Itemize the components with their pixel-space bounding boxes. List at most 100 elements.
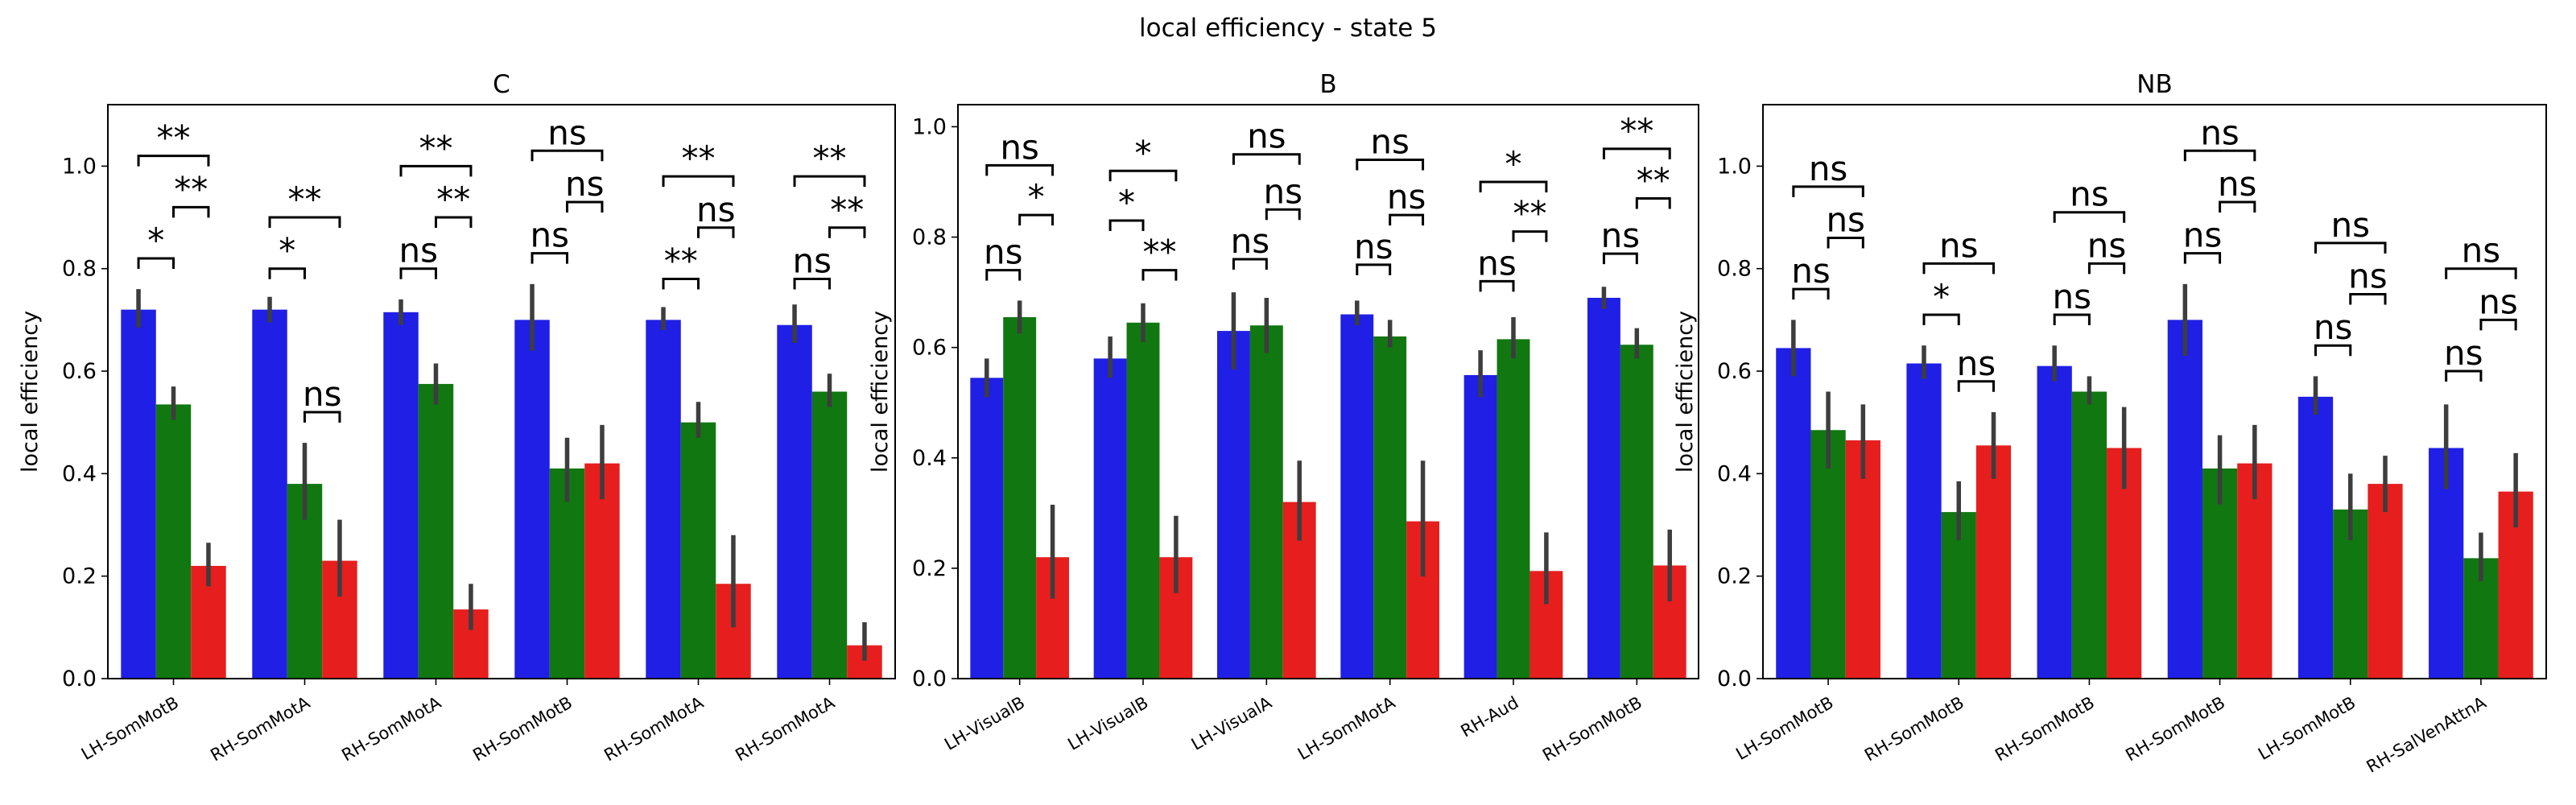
significance-label: ns — [1370, 122, 1410, 162]
x-tick-label: LH-VisualA — [1188, 692, 1276, 754]
significance-bracket — [137, 155, 210, 167]
panel-title: B — [1319, 70, 1336, 99]
significance-bracket — [137, 257, 175, 269]
significance-bracket — [662, 277, 700, 290]
bar-series-1 — [1373, 336, 1407, 679]
y-tick-label: 0.8 — [1717, 257, 1752, 282]
significance-bracket — [1602, 252, 1638, 265]
significance-label: ns — [2444, 333, 2483, 373]
bar-series-1 — [1249, 325, 1283, 679]
significance-label: * — [1135, 133, 1152, 172]
axes-frame — [107, 104, 896, 679]
axes-frame — [957, 104, 1699, 679]
y-tick-label: 0.6 — [1717, 359, 1752, 384]
significance-label: ** — [157, 118, 191, 158]
significance-label: ns — [303, 374, 342, 414]
bar-series-0 — [121, 309, 156, 679]
chart-panel-2: NB local efficiency 0.0 0.2 0.4 0.6 0.8 1.0 ns ns… — [1673, 70, 2547, 777]
bar-series-1 — [549, 468, 585, 679]
bar-series-1 — [1810, 430, 1846, 679]
significance-label: ** — [436, 180, 470, 219]
bar-series-0 — [2167, 320, 2202, 679]
significance-bracket — [530, 252, 568, 264]
significance-bracket — [1232, 153, 1301, 165]
y-axis-label: local efficiency — [18, 311, 43, 473]
significance-label: * — [1505, 144, 1522, 184]
significance-label: ** — [1637, 161, 1670, 200]
significance-label: ns — [1477, 243, 1517, 283]
x-tick-label: RH-SomMotB — [1992, 693, 2098, 766]
y-tick-label: 0.6 — [62, 359, 97, 384]
y-tick-label: 0.4 — [62, 461, 97, 486]
significance-bracket — [530, 149, 604, 162]
y-tick-label: 1.0 — [62, 154, 97, 179]
significance-label: ns — [2200, 113, 2240, 152]
significance-bracket — [985, 163, 1055, 176]
significance-label: * — [279, 231, 295, 270]
significance-bracket — [2314, 344, 2352, 357]
bar-series-0 — [646, 320, 681, 679]
significance-label: ns — [696, 190, 736, 229]
significance-label: ns — [1601, 216, 1641, 255]
significance-label: ns — [1354, 227, 1393, 266]
significance-bracket — [2183, 149, 2256, 162]
significance-bracket — [2445, 369, 2483, 382]
significance-bracket — [1957, 380, 1995, 392]
bar-series-0 — [1587, 297, 1620, 679]
bar-series-1 — [1003, 316, 1037, 679]
significance-bracket — [268, 267, 306, 279]
bar-series-0 — [1340, 314, 1374, 679]
significance-label: ns — [1826, 200, 1865, 240]
significance-bracket — [1602, 147, 1671, 159]
bar-series-1 — [811, 391, 848, 679]
significance-bracket — [828, 226, 866, 238]
significance-bracket — [2479, 318, 2517, 331]
axes-frame — [1762, 104, 2547, 679]
significance-bracket — [172, 205, 210, 218]
x-tick-label: LH-VisualB — [1064, 693, 1151, 754]
significance-label: ns — [1387, 177, 1426, 217]
significance-bracket — [2053, 211, 2126, 223]
panel-title: NB — [2136, 70, 2172, 99]
significance-bracket — [1389, 213, 1425, 226]
y-tick-label: 1.0 — [1717, 154, 1752, 179]
y-tick-label: 0.2 — [62, 564, 97, 589]
y-tick-label: 0.4 — [1717, 461, 1752, 486]
significance-bracket — [1356, 159, 1425, 171]
y-tick-label: 0.4 — [912, 446, 947, 471]
bar-series-0 — [252, 309, 287, 679]
significance-label: ns — [1939, 225, 1979, 265]
significance-label: ns — [1247, 117, 1286, 156]
significance-bracket — [662, 175, 735, 188]
significance-label: ns — [2087, 225, 2127, 265]
significance-bracket — [2053, 313, 2091, 326]
y-tick-label: 1.0 — [912, 114, 947, 139]
bar-series-1 — [418, 383, 454, 679]
significance-bracket — [2087, 262, 2126, 275]
bar-series-2 — [1845, 440, 1880, 679]
significance-label: ns — [2348, 257, 2388, 296]
significance-bracket — [1512, 230, 1548, 242]
y-axis-label: local efficiency — [868, 311, 893, 473]
bar-series-1 — [1620, 345, 1653, 679]
bar-series-0 — [1463, 374, 1497, 679]
significance-bracket — [2314, 242, 2387, 254]
x-tick-label: LH-SomMotA — [1294, 692, 1399, 764]
x-tick-label: RH-SomMotB — [2122, 693, 2228, 766]
bar-series-0 — [1776, 348, 1811, 679]
significance-label: ns — [984, 233, 1023, 272]
x-tick-label: RH-SomMotA — [732, 692, 838, 765]
x-tick-label: LH-VisualB — [941, 693, 1028, 754]
significance-bracket — [1265, 208, 1301, 221]
significance-bracket — [1356, 263, 1392, 275]
x-tick-label: RH-SomMotB — [1539, 693, 1645, 766]
significance-label: ns — [1000, 127, 1039, 167]
significance-bracket — [2183, 252, 2222, 264]
significance-bracket — [1108, 169, 1178, 182]
bar-series-2 — [1975, 445, 2012, 679]
significance-bracket — [303, 411, 341, 423]
significance-bracket — [566, 200, 604, 213]
